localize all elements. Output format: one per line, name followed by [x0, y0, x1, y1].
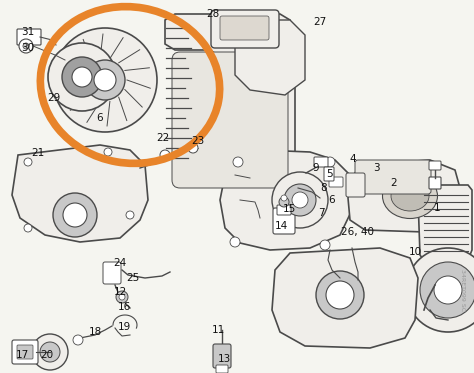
Polygon shape: [418, 185, 472, 262]
Text: 9: 9: [313, 163, 319, 173]
Text: 11: 11: [211, 325, 225, 335]
Text: 4: 4: [350, 154, 356, 164]
Circle shape: [230, 237, 240, 247]
Text: 18: 18: [88, 327, 101, 337]
Circle shape: [23, 43, 29, 49]
FancyBboxPatch shape: [314, 157, 328, 167]
Text: 16: 16: [118, 302, 131, 312]
Text: 13: 13: [218, 354, 231, 364]
Text: 7: 7: [318, 208, 324, 218]
FancyBboxPatch shape: [17, 29, 41, 45]
Circle shape: [119, 294, 125, 300]
Circle shape: [325, 157, 335, 167]
Circle shape: [53, 193, 97, 237]
Circle shape: [62, 57, 102, 97]
Circle shape: [24, 224, 32, 232]
FancyBboxPatch shape: [220, 16, 269, 40]
Circle shape: [40, 342, 60, 362]
FancyBboxPatch shape: [429, 177, 441, 189]
Circle shape: [420, 262, 474, 318]
Text: 17: 17: [15, 350, 28, 360]
FancyBboxPatch shape: [329, 177, 343, 187]
Text: 27: 27: [313, 17, 327, 27]
Polygon shape: [165, 14, 295, 190]
FancyBboxPatch shape: [277, 205, 291, 215]
Text: 3: 3: [373, 163, 379, 173]
Circle shape: [48, 43, 116, 111]
Text: 6: 6: [328, 195, 335, 205]
FancyBboxPatch shape: [429, 161, 441, 170]
Circle shape: [85, 60, 125, 100]
Circle shape: [233, 157, 243, 167]
FancyBboxPatch shape: [346, 173, 365, 197]
Polygon shape: [272, 248, 418, 348]
Circle shape: [63, 203, 87, 227]
Text: 30: 30: [21, 43, 35, 53]
Text: 28: 28: [206, 9, 219, 19]
Polygon shape: [12, 145, 148, 242]
Circle shape: [406, 248, 474, 332]
Circle shape: [72, 67, 92, 87]
Text: 31: 31: [21, 27, 35, 37]
Text: 6: 6: [97, 113, 103, 123]
Ellipse shape: [383, 173, 438, 219]
Text: 1: 1: [434, 203, 440, 213]
Circle shape: [73, 335, 83, 345]
Circle shape: [104, 148, 112, 156]
Polygon shape: [220, 150, 352, 250]
Text: 21: 21: [31, 148, 45, 158]
FancyBboxPatch shape: [213, 344, 231, 368]
Text: 22: 22: [156, 133, 170, 143]
Circle shape: [188, 143, 198, 153]
Text: 34RET099 SC: 34RET099 SC: [461, 269, 465, 311]
Text: 8: 8: [321, 183, 328, 193]
FancyBboxPatch shape: [355, 160, 431, 194]
Text: 2: 2: [391, 178, 397, 188]
Text: 29: 29: [47, 93, 61, 103]
Circle shape: [434, 276, 462, 304]
FancyBboxPatch shape: [324, 167, 334, 181]
FancyBboxPatch shape: [103, 262, 121, 284]
Circle shape: [160, 150, 170, 160]
Text: 26, 40: 26, 40: [341, 227, 374, 237]
Circle shape: [272, 172, 328, 228]
Polygon shape: [235, 20, 305, 95]
Circle shape: [24, 158, 32, 166]
FancyBboxPatch shape: [211, 10, 279, 48]
Circle shape: [316, 271, 364, 319]
Circle shape: [292, 192, 308, 208]
Circle shape: [116, 291, 128, 303]
Circle shape: [284, 184, 316, 216]
Text: 10: 10: [409, 247, 421, 257]
FancyBboxPatch shape: [273, 208, 295, 234]
Circle shape: [281, 195, 287, 201]
Text: 25: 25: [127, 273, 140, 283]
Text: 24: 24: [113, 258, 127, 268]
Circle shape: [32, 334, 68, 370]
Ellipse shape: [391, 181, 429, 211]
Text: 23: 23: [191, 136, 205, 146]
FancyBboxPatch shape: [12, 340, 38, 364]
Text: 5: 5: [327, 169, 333, 179]
Text: 12: 12: [113, 287, 127, 297]
Circle shape: [279, 197, 289, 207]
Text: 20: 20: [40, 350, 54, 360]
Circle shape: [94, 69, 116, 91]
Polygon shape: [348, 160, 460, 232]
FancyBboxPatch shape: [17, 345, 33, 359]
Text: 15: 15: [283, 204, 296, 214]
Circle shape: [19, 39, 33, 53]
Circle shape: [326, 281, 354, 309]
FancyBboxPatch shape: [172, 52, 288, 188]
FancyBboxPatch shape: [216, 365, 228, 373]
Text: 14: 14: [274, 221, 288, 231]
Circle shape: [320, 240, 330, 250]
Text: 19: 19: [118, 322, 131, 332]
Circle shape: [53, 28, 157, 132]
Circle shape: [126, 211, 134, 219]
